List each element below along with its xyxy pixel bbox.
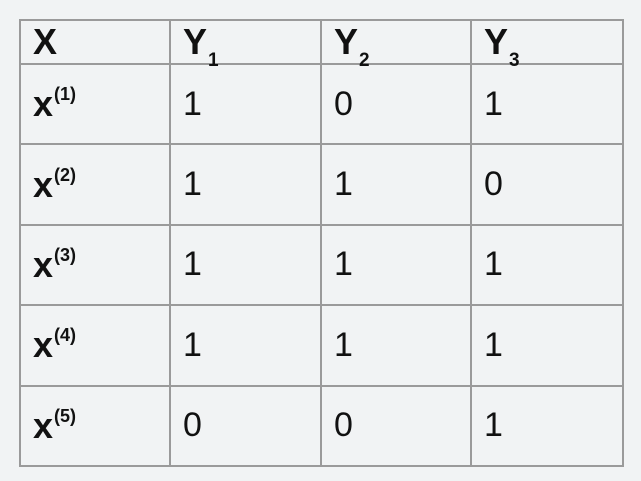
cell-x4-y3: 1 [470,304,624,387]
table-row: x(2) 1 1 0 [19,143,624,226]
cell-x5-y1: 0 [169,384,322,468]
cell-x1-y3: 1 [470,62,624,146]
row-label-x2: x(2) [19,143,171,226]
row-label-superscript: (4) [54,325,77,346]
header-y1-base: Y [183,21,208,62]
row-label-superscript: (3) [54,244,77,265]
data-table: X Y1 Y2 Y3 x(1) 1 0 1 x(2) 1 1 0 x(3) 1 [19,19,624,468]
header-y3-subscript: 3 [509,50,520,71]
row-label-base: x [33,324,54,366]
row-label-base: x [33,243,54,285]
row-label-x1: x(1) [19,62,171,146]
cell-x3-y3: 1 [470,223,624,307]
cell-x5-y3: 1 [470,384,624,468]
cell-x3-y2: 1 [320,223,472,307]
cell-x2-y2: 1 [320,143,472,226]
cell-x5-y2: 0 [320,384,472,468]
row-label-x5: x(5) [19,384,171,468]
row-label-superscript: (2) [54,164,77,185]
cell-x3-y1: 1 [169,223,322,307]
table-container: X Y1 Y2 Y3 x(1) 1 0 1 x(2) 1 1 0 x(3) 1 [19,19,624,468]
header-row: X Y1 Y2 Y3 [19,19,624,71]
row-label-superscript: (1) [54,84,77,105]
header-y3-base: Y [484,21,509,62]
cell-x2-y3: 0 [470,143,624,226]
table-row: x(5) 0 0 1 [19,384,624,468]
row-label-base: x [33,163,54,205]
row-label-x4: x(4) [19,304,171,387]
header-y2-subscript: 2 [359,50,370,71]
row-label-base: x [33,404,54,446]
header-x: X [19,19,171,65]
row-label-x3: x(3) [19,223,171,307]
cell-x4-y2: 1 [320,304,472,387]
cell-x1-y1: 1 [169,62,322,146]
header-y1-subscript: 1 [208,50,219,71]
cell-x2-y1: 1 [169,143,322,226]
header-y1: Y1 [169,19,322,71]
row-label-base: x [33,83,54,125]
table-row: x(1) 1 0 1 [19,62,624,146]
header-y2: Y2 [320,19,472,71]
table-row: x(3) 1 1 1 [19,223,624,307]
cell-x4-y1: 1 [169,304,322,387]
header-y3: Y3 [470,19,624,71]
cell-x1-y2: 0 [320,62,472,146]
table-row: x(4) 1 1 1 [19,304,624,387]
header-y2-base: Y [334,21,359,62]
row-label-superscript: (5) [54,405,77,426]
